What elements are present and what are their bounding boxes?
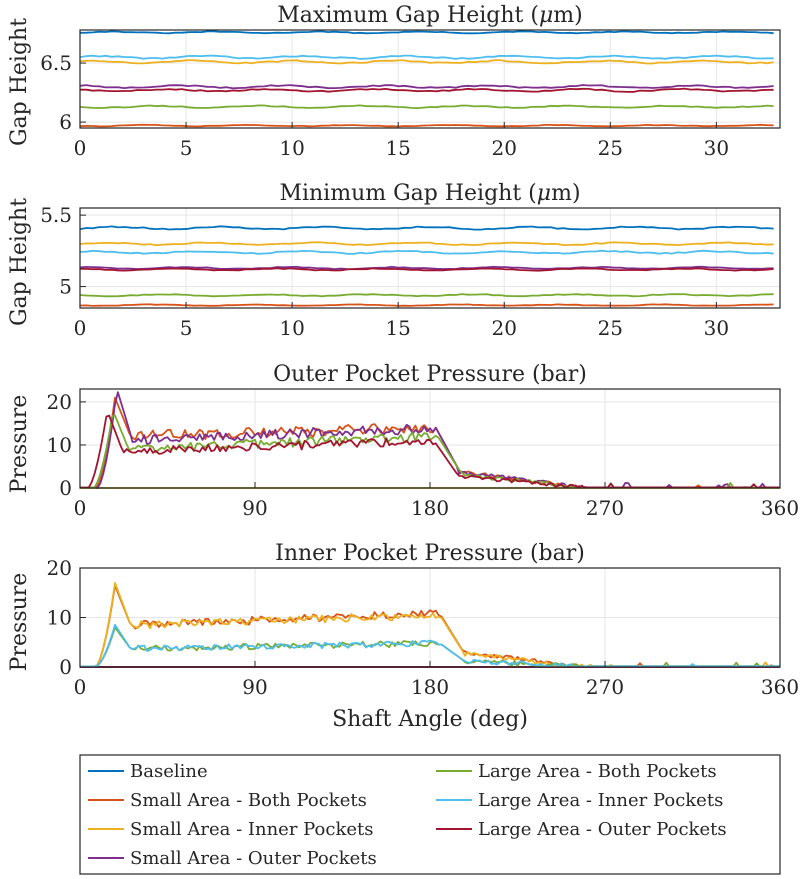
legend-entry-large-outer: Large Area - Outer Pockets <box>436 819 727 840</box>
panel-outer-pressure-ylabel: Pressure <box>7 395 32 494</box>
series-line-large-both <box>79 104 774 109</box>
xtick-label: 15 <box>385 316 410 340</box>
panel-min-gap-grid <box>79 208 780 308</box>
series-line-large-inner <box>79 249 774 255</box>
series-line-small-inner <box>79 241 774 247</box>
legend-box <box>79 754 781 875</box>
legend-label: Large Area - Both Pockets <box>478 761 717 782</box>
series-line-small-outer <box>79 84 774 90</box>
panel-min-gap: Minimum Gap Height (μm) Gap Height 5 5.5… <box>7 181 781 340</box>
panel-outer-pressure-ticks <box>79 401 781 489</box>
panel-min-gap-axes-box <box>79 207 781 309</box>
series-line-small-both <box>79 123 774 128</box>
ytick-label: 10 <box>47 606 72 630</box>
legend-entry-large-both: Large Area - Both Pockets <box>436 761 717 782</box>
xtick-label: 0 <box>74 675 87 699</box>
xtick-label: 180 <box>411 675 449 699</box>
panel-min-gap-ticks <box>79 214 717 308</box>
xtick-label: 0 <box>74 136 87 160</box>
xtick-label: 10 <box>279 136 304 160</box>
panel-max-gap-title: Maximum Gap Height (μm) <box>277 3 582 28</box>
panel-min-gap-ytick-labels: 5 5.5 <box>40 203 72 298</box>
ytick-label: 20 <box>47 390 72 414</box>
legend-label: Small Area - Outer Pockets <box>130 848 377 869</box>
xtick-label: 5 <box>180 316 193 340</box>
panel-max-gap-ytick-labels: 6 6.5 <box>40 51 72 134</box>
panel-outer-pressure-ytick-labels: 0 10 20 <box>47 390 72 500</box>
series-line-baseline <box>79 30 774 35</box>
xtick-label: 90 <box>242 496 267 520</box>
xtick-label: 180 <box>411 496 449 520</box>
panel-min-gap-ylabel: Gap Height <box>7 198 32 326</box>
legend-label: Small Area - Both Pockets <box>130 790 367 811</box>
ytick-label: 5 <box>59 275 72 299</box>
ytick-label: 6 <box>59 110 72 134</box>
legend-label: Large Area - Outer Pockets <box>478 819 727 840</box>
panel-outer-pressure-xtick-labels: 0 90 180 270 360 <box>74 496 799 520</box>
xtick-label: 25 <box>598 136 623 160</box>
series-line-large-both <box>79 293 774 298</box>
legend-entry-small-inner: Small Area - Inner Pockets <box>88 819 373 840</box>
series-line-large-inner <box>80 624 780 668</box>
series-line-baseline <box>79 225 774 231</box>
xtick-label: 270 <box>586 675 624 699</box>
legend-label: Baseline <box>130 761 208 782</box>
series-line-large-outer <box>80 267 774 272</box>
panel-max-gap-axes-box <box>79 29 781 129</box>
panel-inner-pressure: Inner Pocket Pressure (bar) Pressure 0 1… <box>7 541 799 732</box>
legend-label: Small Area - Inner Pockets <box>130 819 373 840</box>
xtick-label: 90 <box>242 675 267 699</box>
panel-max-gap-ylabel: Gap Height <box>7 18 32 146</box>
ytick-label: 10 <box>47 433 72 457</box>
ytick-label: 20 <box>47 556 72 580</box>
legend-entry-large-inner: Large Area - Inner Pockets <box>436 790 723 811</box>
ytick-label: 6.5 <box>40 51 72 75</box>
xtick-label: 10 <box>279 316 304 340</box>
panel-min-gap-title: Minimum Gap Height (μm) <box>279 181 580 206</box>
legend-entry-small-outer: Small Area - Outer Pockets <box>88 848 377 869</box>
panel-min-gap-series <box>79 225 774 307</box>
xtick-label: 25 <box>598 316 623 340</box>
panel-max-gap-xtick-labels: 0 5 10 15 20 25 30 <box>74 136 729 160</box>
ytick-label: 5.5 <box>40 203 72 227</box>
series-line-small-both <box>79 303 774 307</box>
panel-max-gap-ticks <box>79 62 717 128</box>
series-line-large-outer <box>80 414 780 489</box>
panel-max-gap-series <box>79 30 774 128</box>
panel-inner-pressure-title: Inner Pocket Pressure (bar) <box>275 541 585 566</box>
series-line-large-outer <box>80 87 774 93</box>
legend: Baseline Small Area - Both Pockets Small… <box>79 754 781 875</box>
xtick-label: 20 <box>492 136 517 160</box>
series-line-small-inner <box>79 59 774 65</box>
xtick-label: 20 <box>492 316 517 340</box>
panel-outer-pressure: Outer Pocket Pressure (bar) Pressure 0 1… <box>7 362 799 520</box>
panel-inner-pressure-ytick-labels: 0 10 20 <box>47 556 72 679</box>
series-line-large-inner <box>79 54 774 60</box>
legend-entry-small-both: Small Area - Both Pockets <box>88 790 367 811</box>
xtick-label: 270 <box>586 496 624 520</box>
panel-max-gap-grid <box>79 30 780 128</box>
legend-label: Large Area - Inner Pockets <box>478 790 723 811</box>
panel-min-gap-xtick-labels: 0 5 10 15 20 25 30 <box>74 316 729 340</box>
panel-inner-pressure-xtick-labels: 0 90 180 270 360 <box>74 675 799 699</box>
ytick-label: 0 <box>59 476 72 500</box>
xtick-label: 0 <box>74 316 87 340</box>
xtick-label: 30 <box>704 316 729 340</box>
panel-inner-pressure-ylabel: Pressure <box>7 573 32 672</box>
xtick-label: 5 <box>180 136 193 160</box>
legend-entry-baseline: Baseline <box>88 761 208 782</box>
panel-inner-pressure-xlabel: Shaft Angle (deg) <box>332 707 528 732</box>
ytick-label: 0 <box>59 655 72 679</box>
xtick-label: 15 <box>385 136 410 160</box>
panel-max-gap: Maximum Gap Height (μm) Gap Height 6 6.5… <box>7 3 781 160</box>
xtick-label: 360 <box>761 496 799 520</box>
xtick-label: 30 <box>704 136 729 160</box>
panel-inner-pressure-ticks <box>79 567 781 668</box>
xtick-label: 0 <box>74 496 87 520</box>
xtick-label: 360 <box>761 675 799 699</box>
panel-outer-pressure-title: Outer Pocket Pressure (bar) <box>273 362 587 387</box>
